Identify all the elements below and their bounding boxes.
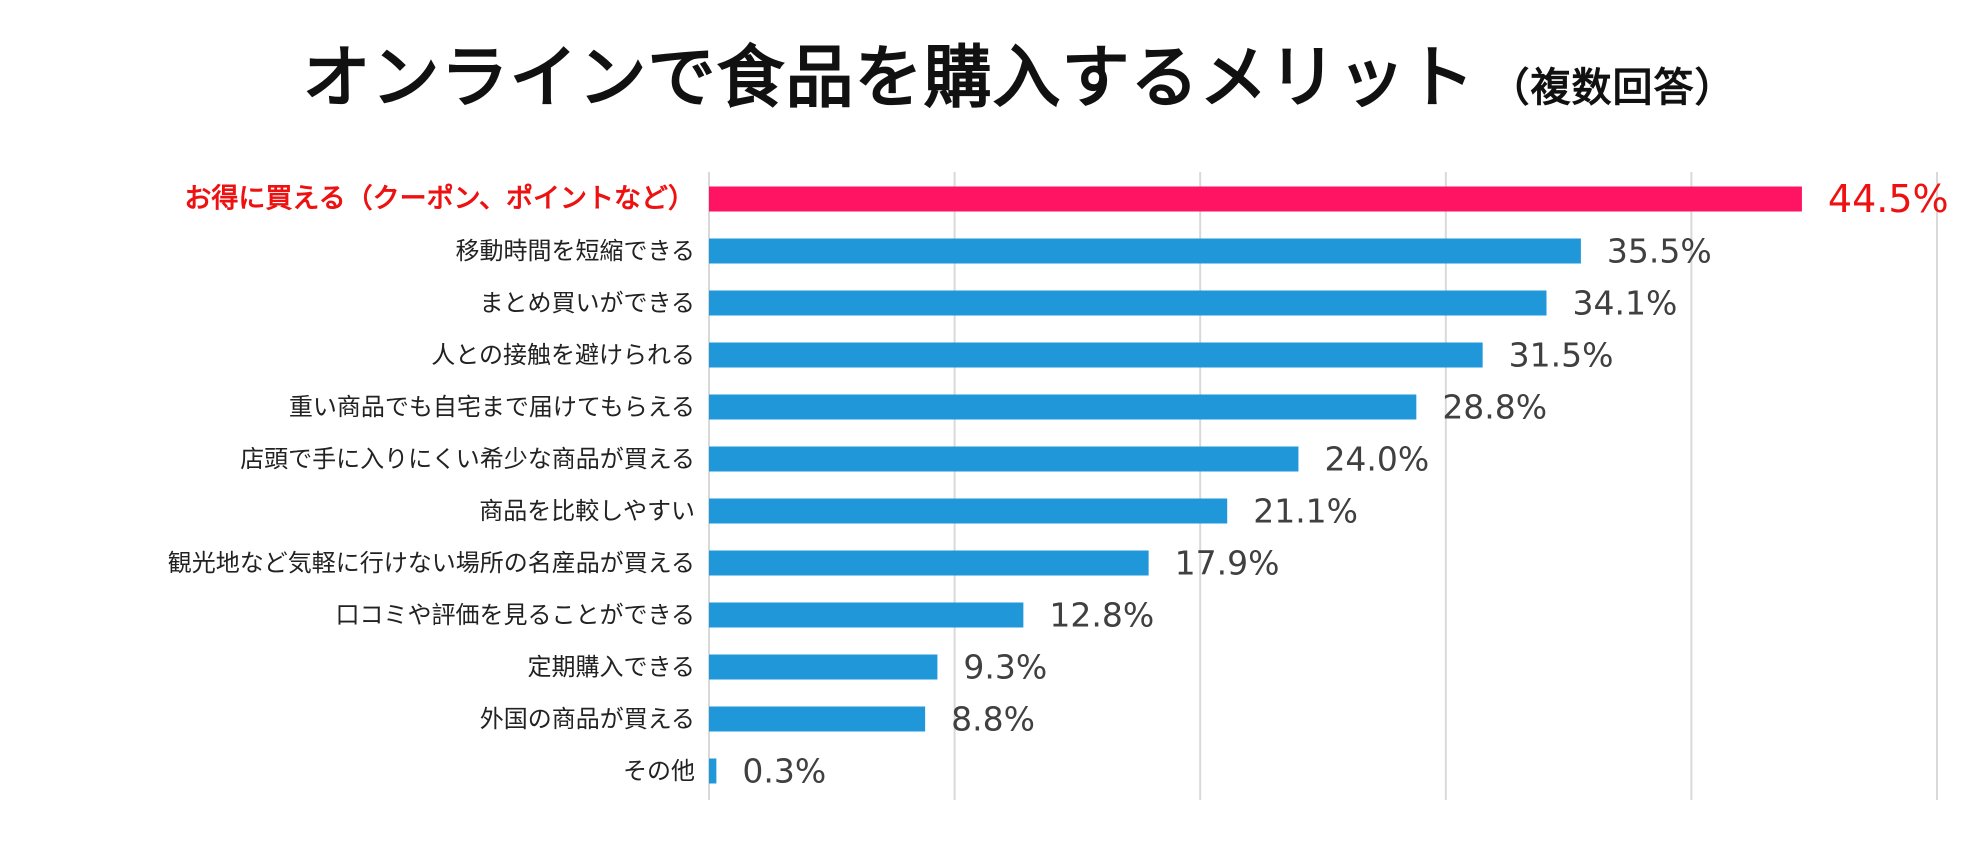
category-label: まとめ買いができる <box>479 289 695 317</box>
page-title: オンラインで食品を購入するメリット （複数回答） <box>302 22 1735 121</box>
bar <box>709 290 1547 316</box>
bar <box>709 238 1581 264</box>
bar <box>709 706 926 732</box>
category-label: 定期購入できる <box>527 653 695 681</box>
bar <box>709 602 1024 628</box>
category-label: 移動時間を短縮できる <box>455 237 695 265</box>
category-label: お得に買える（クーポン、ポイントなど） <box>184 184 695 215</box>
category-label: 口コミや評価を見ることができる <box>335 601 695 629</box>
chart-title: オンラインで食品を購入するメリット <box>302 39 1476 118</box>
data-label: 8.8% <box>951 700 1035 739</box>
bar <box>709 186 1802 212</box>
category-label: 外国の商品が買える <box>480 705 695 733</box>
data-label: 44.5% <box>1828 177 1949 221</box>
data-label: 0.3% <box>742 752 826 791</box>
data-label: 28.8% <box>1442 388 1547 427</box>
data-label: 12.8% <box>1049 596 1154 635</box>
data-label: 17.9% <box>1175 544 1280 583</box>
bar <box>709 342 1483 368</box>
category-label: その他 <box>623 757 695 785</box>
bar <box>709 498 1228 524</box>
data-label: 9.3% <box>963 648 1047 687</box>
data-label: 24.0% <box>1324 440 1429 479</box>
chart-subtitle: （複数回答） <box>1489 65 1736 111</box>
data-label: 34.1% <box>1572 284 1677 323</box>
bar <box>709 394 1417 420</box>
category-label: 商品を比較しやすい <box>479 497 695 525</box>
data-label: 21.1% <box>1253 492 1358 531</box>
data-label: 31.5% <box>1509 336 1614 375</box>
data-label: 35.5% <box>1607 232 1712 271</box>
bar <box>709 550 1149 576</box>
category-label: 店頭で手に入りにくい希少な商品が買える <box>240 445 695 473</box>
category-label: 人との接触を避けられる <box>431 341 695 369</box>
bar <box>709 654 938 680</box>
category-label: 観光地など気軽に行けない場所の名産品が買える <box>168 549 695 577</box>
bar <box>709 446 1299 472</box>
category-label: 重い商品でも自宅まで届けてもらえる <box>289 393 695 421</box>
bar <box>709 758 717 784</box>
